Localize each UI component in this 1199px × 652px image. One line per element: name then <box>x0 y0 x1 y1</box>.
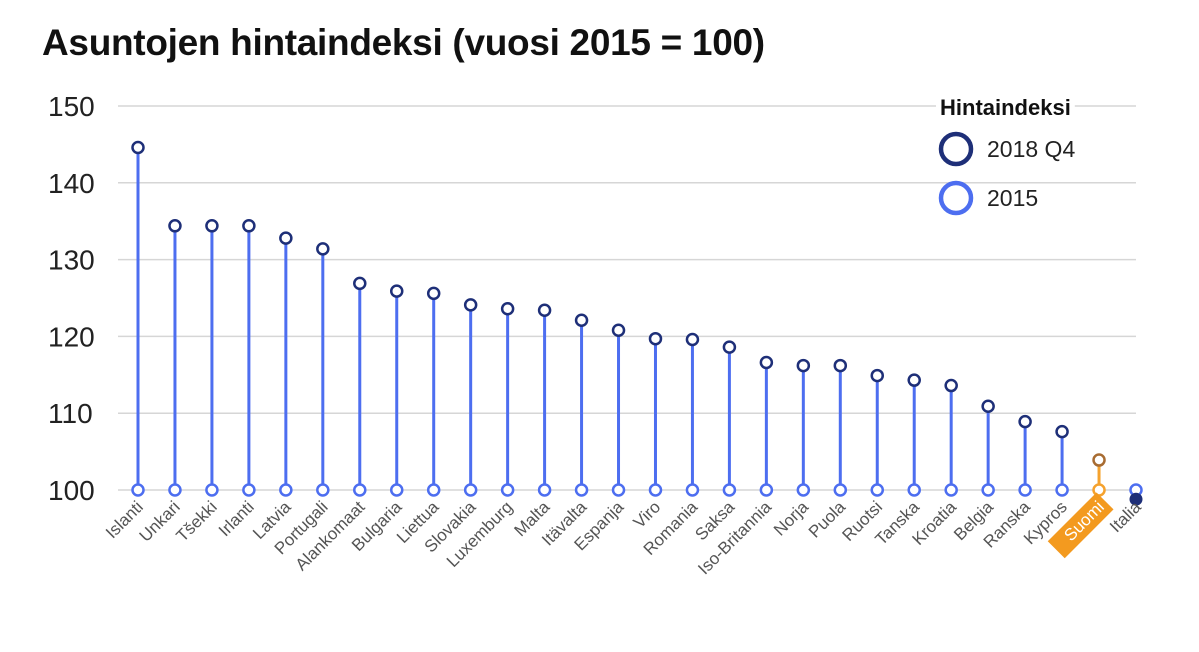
dot-2018-q4-tanska <box>907 373 921 387</box>
dot-2018-q4-puola <box>833 358 848 373</box>
dot-2015-luxemburg <box>500 483 515 497</box>
dot-2015-slovakia <box>463 483 478 497</box>
y-tick-label-120: 120 <box>48 321 95 352</box>
dot-2015-alankomaat <box>353 483 367 497</box>
dot-2018-q4-itavalta <box>574 313 589 328</box>
dot-2018-q4-ruotsi <box>870 368 885 383</box>
dot-2018-q4-norja <box>796 358 811 373</box>
dot-2018-q4-belgia <box>981 399 995 414</box>
dot-2018-q4-italia <box>1129 492 1143 506</box>
y-axis-tick-labels: 100 110 120 130 140 150 <box>48 91 95 506</box>
dot-2015-bulgaria <box>389 483 404 497</box>
dot-2018-q4-ranska <box>1018 414 1032 429</box>
dot-2015-viro <box>648 483 663 497</box>
legend-title: Hintaindeksi <box>940 95 1071 120</box>
dot-2018-q4-saksa <box>722 340 737 354</box>
dot-2015-malta <box>537 483 552 497</box>
chart-title: Asuntojen hintaindeksi (vuosi 2015 = 100… <box>42 22 765 63</box>
legend-marker-2015 <box>938 180 974 216</box>
highlight-label-background <box>1047 492 1114 559</box>
dot-2015-ranska <box>1018 483 1032 497</box>
dot-2015-puola <box>833 483 848 497</box>
x-label-tsekki: Tšekki <box>173 497 221 545</box>
x-label-irlanti: Irlanti <box>215 497 258 540</box>
y-tick-label-130: 130 <box>48 245 95 276</box>
grid-lines <box>118 105 1136 491</box>
dot-2018-q4-malta <box>537 303 552 318</box>
legend-label-2018-q4: 2018 Q4 <box>987 136 1075 162</box>
y-tick-label-100: 100 <box>48 475 95 506</box>
dot-2015-tanska <box>907 483 921 497</box>
dot-2018-q4-islanti <box>131 140 145 155</box>
dot-2018-q4-suomi <box>1092 453 1106 467</box>
dot-2015-iso-britannia <box>759 483 774 497</box>
dot-2018-q4-kroatia <box>944 378 958 393</box>
dot-2015-espanja <box>611 483 626 497</box>
dot-2018-q4-kypros <box>1055 424 1069 439</box>
x-label-unkari: Unkari <box>136 497 184 545</box>
dot-2015-ruotsi <box>870 483 885 497</box>
legend-marker-2018-q4 <box>938 131 974 167</box>
dot-2018-q4-portugali <box>316 242 330 256</box>
dot-2018-q4-iso-britannia <box>759 355 774 370</box>
dot-2015-belgia <box>981 483 995 497</box>
x-label-norja: Norja <box>770 497 813 540</box>
dot-2015-norja <box>796 483 811 497</box>
x-axis-category-labels: IslantiUnkariTšekkiIrlantiLatviaPortugal… <box>102 492 1145 578</box>
legend-label-2015: 2015 <box>987 185 1038 211</box>
dot-2015-romania <box>685 483 700 497</box>
dot-2015-latvia <box>279 483 293 497</box>
dot-2015-itavalta <box>574 483 589 497</box>
dot-2018-q4-bulgaria <box>389 284 404 298</box>
dots <box>131 140 1143 506</box>
dot-2015-kypros <box>1055 483 1069 497</box>
y-tick-label-110: 110 <box>48 398 93 429</box>
y-tick-label-140: 140 <box>48 168 95 199</box>
dot-2015-kroatia <box>944 483 958 497</box>
dot-2015-islanti <box>131 483 145 497</box>
dot-2018-q4-slovakia <box>463 298 478 312</box>
dot-2015-tsekki <box>205 483 219 497</box>
dot-2018-q4-alankomaat <box>353 276 367 291</box>
dot-2018-q4-tsekki <box>205 219 219 233</box>
dot-2018-q4-luxemburg <box>500 302 515 316</box>
legend: Hintaindeksi 2018 Q4 2015 <box>936 94 1075 216</box>
dot-2015-unkari <box>168 483 182 497</box>
dot-2018-q4-romania <box>685 332 700 347</box>
legend-title-background <box>936 94 1075 121</box>
dot-2015-liettua <box>426 483 441 497</box>
dot-2018-q4-latvia <box>279 231 293 245</box>
dot-2018-q4-unkari <box>168 219 182 233</box>
y-tick-label-150: 150 <box>48 91 95 122</box>
stems <box>136 147 1101 490</box>
dot-2018-q4-viro <box>648 331 663 346</box>
dot-2018-q4-espanja <box>611 323 626 338</box>
dot-2018-q4-liettua <box>426 286 441 301</box>
dot-2015-saksa <box>722 483 737 497</box>
dot-2015-irlanti <box>242 483 256 497</box>
dot-2015-portugali <box>316 483 330 497</box>
dot-2018-q4-irlanti <box>242 219 256 233</box>
